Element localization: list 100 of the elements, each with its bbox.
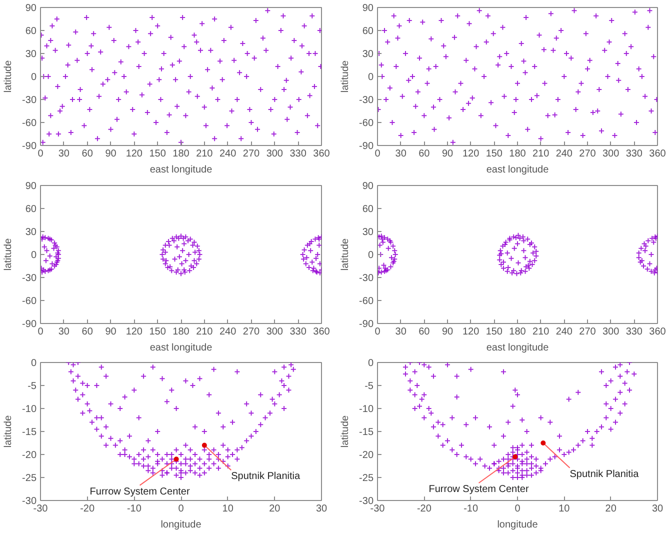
x-tick-label: 180	[509, 326, 526, 338]
x-tick-label: 270	[242, 148, 260, 160]
x-tick-label: 210	[532, 148, 550, 160]
y-tick-label: -90	[359, 319, 374, 330]
x-tick-label: 180	[172, 148, 190, 160]
y-tick-label: -60	[22, 118, 37, 129]
y-tick-label: -10	[359, 404, 374, 415]
x-tick-label: 60	[418, 326, 430, 338]
x-tick-label: 0	[374, 148, 381, 160]
y-tick-label: 0	[30, 72, 37, 83]
x-tick-label: 0	[38, 148, 44, 160]
x-tick-label: 240	[219, 148, 237, 160]
x-tick-label: 270	[579, 326, 596, 338]
x-tick-label: 270	[579, 148, 596, 160]
y-tick-label: 90	[25, 3, 37, 14]
x-axis-title: longitude	[497, 520, 538, 530]
x-axis-title: east longitude	[150, 164, 213, 176]
x-tick-label: 210	[196, 148, 214, 160]
x-tick-label: 90	[442, 326, 454, 338]
y-tick-label: -90	[22, 141, 37, 152]
y-tick-label: -30	[359, 496, 374, 507]
y-tick-label: -20	[22, 450, 37, 461]
x-tick-label: 120	[462, 148, 480, 160]
x-tick-label: 0	[178, 504, 184, 514]
y-tick-label: -10	[22, 404, 37, 415]
x-tick-label: 30	[395, 148, 407, 160]
x-tick-label: 330	[626, 148, 643, 160]
y-tick-label: 30	[25, 49, 37, 60]
y-tick-label: 0	[30, 250, 37, 261]
y-tick-label: -15	[359, 427, 374, 438]
x-tick-label: 300	[602, 326, 620, 338]
x-axis-title: east longitude	[486, 164, 550, 176]
y-tick-label: 30	[25, 227, 37, 238]
x-tick-label: -10	[126, 504, 142, 514]
y-axis-title: latitude	[3, 238, 14, 271]
x-tick-label: 210	[196, 326, 214, 338]
y-tick-label: -25	[359, 473, 374, 484]
x-tick-label: 0	[38, 326, 44, 338]
x-tick-label: 90	[442, 148, 454, 160]
x-tick-label: 10	[558, 504, 570, 514]
y-tick-label: 60	[25, 204, 37, 215]
y-tick-label: 30	[362, 227, 374, 238]
x-tick-label: 30	[395, 326, 407, 338]
y-tick-label: 90	[25, 181, 37, 192]
x-tick-label: 20	[605, 504, 617, 514]
y-axis-title: latitude	[3, 60, 14, 93]
x-tick-label: -20	[80, 504, 95, 514]
y-tick-label: -90	[359, 141, 374, 152]
x-tick-label: 20	[269, 504, 281, 514]
y-tick-label: 0	[30, 358, 37, 369]
x-tick-label: 90	[105, 326, 117, 338]
x-tick-label: 360	[649, 326, 666, 338]
y-tick-label: -30	[359, 273, 374, 284]
y-tick-label: -90	[22, 319, 37, 330]
x-tick-label: 330	[290, 326, 307, 338]
x-tick-label: 30	[652, 504, 664, 514]
x-tick-label: 330	[626, 326, 643, 338]
y-tick-label: -15	[22, 427, 37, 438]
x-tick-label: 30	[58, 326, 70, 338]
x-tick-label: 300	[602, 148, 620, 160]
y-tick-label: -30	[22, 95, 37, 106]
x-tick-label: 360	[313, 148, 330, 160]
y-tick-label: 60	[362, 26, 374, 37]
x-tick-label: 360	[313, 326, 330, 338]
y-tick-label: 90	[362, 181, 374, 192]
x-axis-title: east longitude	[486, 342, 550, 354]
annotation: Sputnik Planitia	[570, 468, 640, 480]
annotation: Furrow System Center	[428, 484, 530, 496]
y-tick-label: 30	[362, 49, 374, 60]
x-axis-title: east longitude	[150, 342, 213, 354]
y-tick-label: 90	[362, 3, 374, 14]
annotation: Sputnik Planitia	[231, 471, 300, 482]
x-tick-label: 240	[219, 326, 237, 338]
y-tick-label: -5	[28, 381, 37, 392]
x-tick-label: 210	[532, 326, 550, 338]
y-tick-label: -30	[22, 496, 37, 507]
x-tick-label: 120	[126, 148, 143, 160]
x-tick-label: 60	[82, 326, 94, 338]
x-tick-label: 150	[486, 326, 503, 338]
y-tick-label: -5	[364, 381, 374, 392]
x-tick-label: -20	[416, 504, 432, 514]
x-tick-label: 150	[149, 148, 166, 160]
x-axis-title: longitude	[160, 520, 202, 530]
x-tick-label: 120	[126, 326, 143, 338]
y-tick-label: -60	[359, 118, 374, 129]
y-axis-title: latitude	[340, 60, 352, 93]
y-tick-label: -30	[22, 273, 37, 284]
y-tick-label: 60	[362, 204, 374, 215]
x-tick-label: 0	[374, 326, 381, 338]
y-tick-label: -30	[359, 95, 374, 106]
y-tick-label: 0	[368, 72, 374, 83]
x-tick-label: 30	[316, 504, 328, 514]
x-tick-label: 330	[290, 148, 307, 160]
y-tick-label: 0	[368, 250, 374, 261]
x-tick-label: 240	[556, 148, 573, 160]
x-tick-label: 150	[486, 148, 503, 160]
y-tick-label: -60	[359, 296, 374, 307]
annotation: Furrow System Center	[90, 486, 190, 498]
y-axis-title: latitude	[340, 238, 352, 271]
x-tick-label: 360	[649, 148, 666, 160]
